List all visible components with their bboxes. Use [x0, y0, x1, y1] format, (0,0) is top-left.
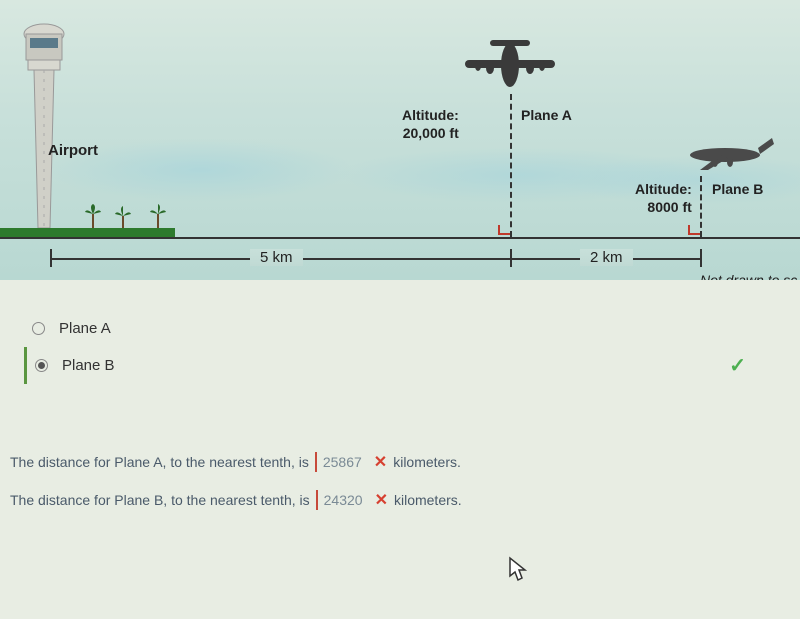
- dim2-tick-right: [700, 249, 702, 267]
- dim2-label: 2 km: [580, 249, 633, 266]
- scale-note: Not drawn to sc: [700, 272, 797, 280]
- plane-a-alt-value: 20,000 ft: [403, 125, 459, 141]
- plane-b-alt-label: Altitude:: [635, 181, 692, 197]
- option-plane-a[interactable]: Plane A: [24, 310, 776, 347]
- answer-b-input[interactable]: 24320: [316, 490, 369, 510]
- option-a-label: Plane A: [59, 320, 111, 337]
- cursor-icon: [508, 556, 528, 582]
- options-group: Plane A Plane B ✓: [0, 280, 800, 394]
- radio-icon: [35, 359, 48, 372]
- answer-b-prefix: The distance for Plane B, to the nearest…: [10, 492, 310, 508]
- answers-area: The distance for Plane A, to the nearest…: [0, 394, 800, 510]
- control-tower-icon: [20, 20, 68, 235]
- plane-a-red-tick: [498, 225, 510, 235]
- plane-b-name: Plane B: [712, 180, 763, 198]
- ground-line: [0, 237, 800, 239]
- plane-a-alt-label: Altitude:: [402, 107, 459, 123]
- answer-line-a: The distance for Plane A, to the nearest…: [10, 452, 790, 472]
- answer-line-b: The distance for Plane B, to the nearest…: [10, 490, 790, 510]
- option-b-label: Plane B: [62, 357, 115, 374]
- plane-b-icon: [680, 130, 780, 175]
- dim1-label: 5 km: [250, 249, 303, 266]
- answer-a-prefix: The distance for Plane A, to the nearest…: [10, 454, 309, 470]
- check-icon: ✓: [729, 353, 746, 378]
- airport-label: Airport: [48, 142, 98, 159]
- plane-a-name: Plane A: [521, 106, 572, 124]
- plane-a-dashline: [510, 94, 512, 237]
- plane-b-red-tick: [688, 225, 700, 235]
- answer-a-unit: kilometers.: [393, 454, 461, 470]
- plane-b-altitude: Altitude: 8000 ft: [635, 180, 692, 216]
- radio-icon: [32, 322, 45, 335]
- wrong-icon: ✕: [375, 490, 388, 510]
- option-plane-b[interactable]: Plane B ✓: [24, 347, 776, 384]
- answer-a-input[interactable]: 25867: [315, 452, 368, 472]
- wrong-icon: ✕: [374, 452, 387, 472]
- answer-b-unit: kilometers.: [394, 492, 462, 508]
- plane-b-alt-value: 8000 ft: [647, 199, 691, 215]
- plane-a-altitude: Altitude: 20,000 ft: [402, 106, 459, 142]
- plane-b-dashline: [700, 176, 702, 237]
- plane-a-icon: [460, 30, 560, 90]
- diagram-area: Airport Altitude: 20,000 ft Plane A Alti…: [0, 0, 800, 280]
